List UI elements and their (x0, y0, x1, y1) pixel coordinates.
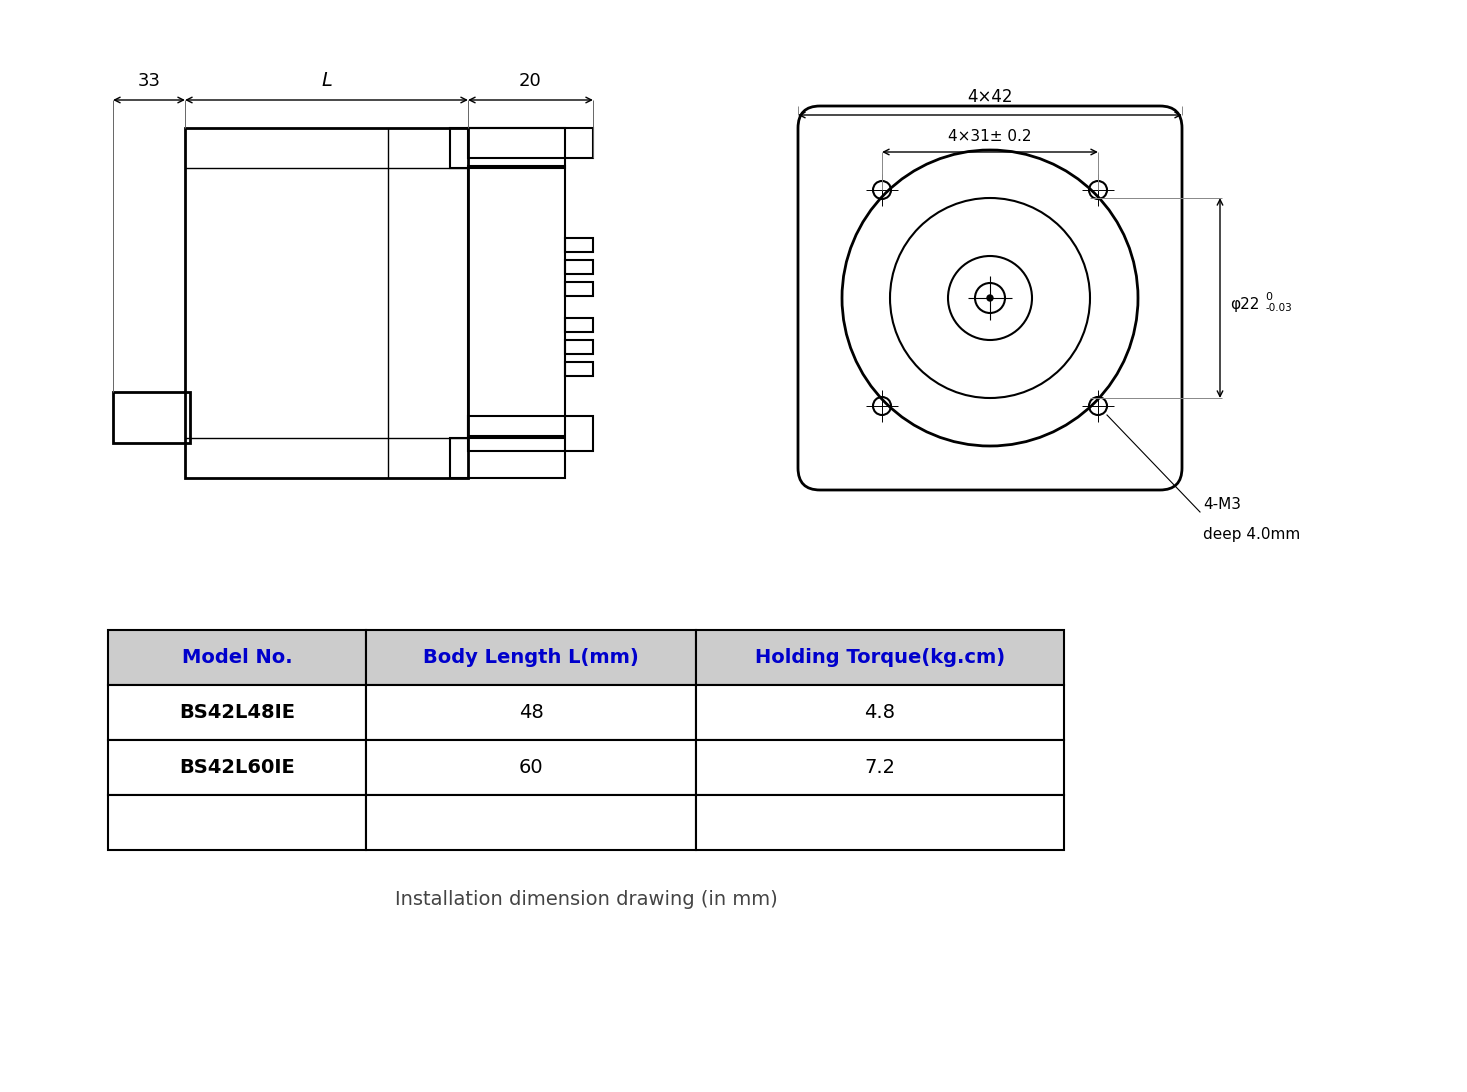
Text: 4×31± 0.2: 4×31± 0.2 (948, 129, 1031, 144)
Text: L: L (321, 71, 332, 90)
Bar (695, 795, 1064, 850)
Text: 60: 60 (519, 758, 543, 778)
Text: Installation dimension drawing (in mm): Installation dimension drawing (in mm) (395, 890, 778, 909)
Bar (565, 363, 593, 376)
Text: Model No.: Model No. (182, 648, 292, 667)
Bar (109, 795, 365, 850)
Bar (365, 685, 695, 740)
Bar (468, 166, 565, 436)
Text: 4.8: 4.8 (864, 703, 895, 722)
Bar (365, 795, 695, 850)
Bar (109, 630, 365, 685)
Text: Holding Torque(kg.cm): Holding Torque(kg.cm) (756, 648, 1005, 667)
Bar (565, 340, 593, 354)
Bar (565, 318, 593, 332)
Text: BS42L60IE: BS42L60IE (179, 758, 295, 778)
Text: 20: 20 (519, 72, 541, 90)
Text: 7.2: 7.2 (864, 758, 895, 778)
Bar (109, 740, 365, 795)
Bar (695, 740, 1064, 795)
Bar (468, 416, 593, 451)
Bar (695, 685, 1064, 740)
Text: deep 4.0mm: deep 4.0mm (1203, 527, 1300, 542)
Circle shape (987, 295, 993, 301)
Bar (468, 128, 593, 158)
Bar (565, 238, 593, 252)
Text: 4×42: 4×42 (967, 88, 1012, 106)
Bar (365, 630, 695, 685)
Text: 4-M3: 4-M3 (1203, 497, 1241, 512)
Bar (450, 438, 565, 478)
Text: 0: 0 (1265, 292, 1272, 302)
Bar (185, 128, 468, 478)
Bar (113, 392, 191, 443)
Text: 48: 48 (519, 703, 543, 722)
Text: φ22: φ22 (1229, 297, 1259, 311)
Bar (365, 740, 695, 795)
Bar (565, 260, 593, 274)
Bar (695, 630, 1064, 685)
Bar (565, 282, 593, 296)
Text: Body Length L(mm): Body Length L(mm) (422, 648, 638, 667)
Bar (450, 128, 565, 168)
Bar (109, 685, 365, 740)
Text: -0.03: -0.03 (1265, 302, 1292, 313)
Text: BS42L48IE: BS42L48IE (179, 703, 295, 722)
Text: 33: 33 (138, 72, 160, 90)
